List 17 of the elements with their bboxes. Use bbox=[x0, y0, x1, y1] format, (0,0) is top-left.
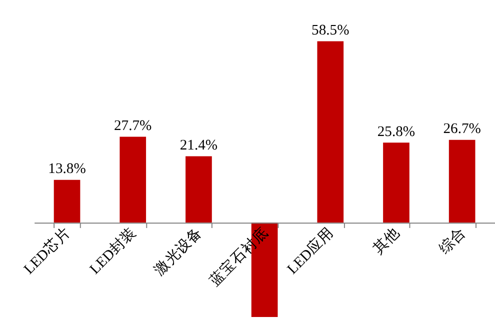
data-label: 58.5% bbox=[312, 22, 350, 38]
bar bbox=[383, 142, 410, 223]
data-label: 26.7% bbox=[443, 121, 481, 138]
data-label: 21.4% bbox=[180, 137, 218, 154]
data-label: 13.8% bbox=[48, 161, 86, 178]
data-label: 25.8% bbox=[377, 124, 416, 140]
bar bbox=[54, 180, 80, 223]
bar bbox=[448, 140, 476, 223]
x-tick-label: 蓝宝石衬底 bbox=[206, 224, 272, 290]
x-tick-label: LED应用 bbox=[284, 224, 338, 278]
x-tick-label: 综合 bbox=[436, 224, 469, 258]
bar bbox=[317, 41, 344, 223]
x-tick-label: 激光设备 bbox=[151, 224, 206, 279]
bar bbox=[186, 156, 212, 223]
data-label: 27.7% bbox=[114, 118, 152, 134]
x-tick-label: 其他 bbox=[370, 224, 403, 258]
bar bbox=[120, 136, 146, 223]
